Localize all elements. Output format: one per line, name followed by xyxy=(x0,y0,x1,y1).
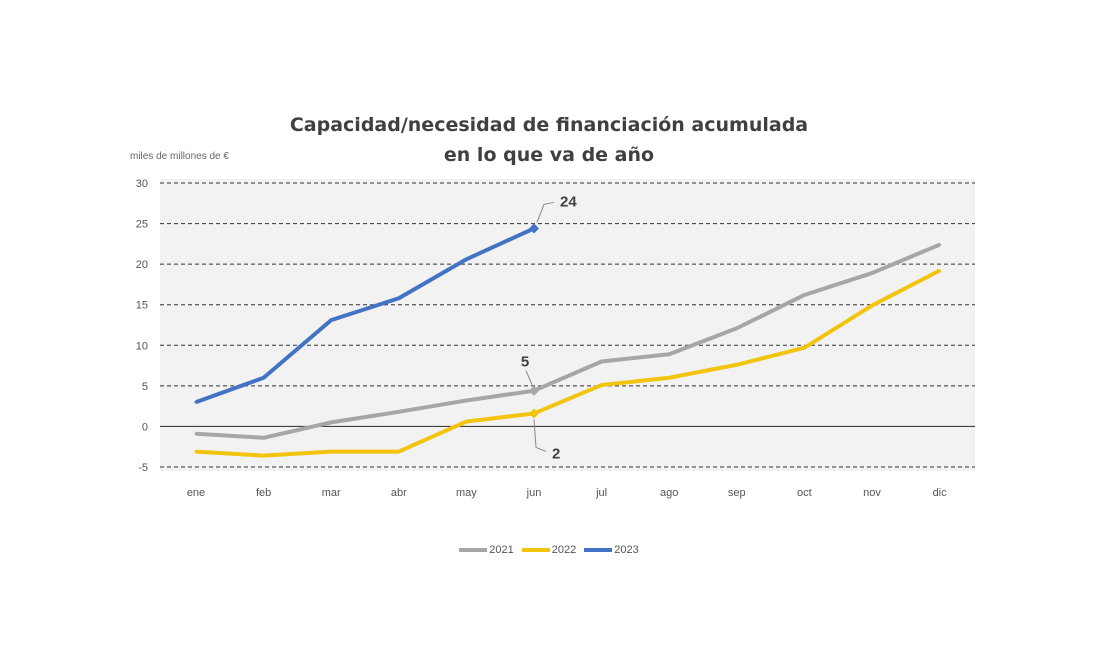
y-tick-label: 30 xyxy=(136,178,148,190)
y-tick-label: 25 xyxy=(136,219,148,231)
y-tick-label: 20 xyxy=(136,259,148,271)
data-point-2021 xyxy=(667,352,671,356)
data-point-2023 xyxy=(397,296,401,300)
x-tick-label: nov xyxy=(863,487,881,499)
legend-item-2023: 2023 xyxy=(584,544,639,556)
legend-item-2021: 2021 xyxy=(459,544,514,556)
annotation-leader xyxy=(525,370,533,385)
data-point-2023 xyxy=(464,257,468,261)
data-point-2022 xyxy=(397,450,401,454)
x-tick-label: jun xyxy=(526,487,542,499)
x-tick-label: dic xyxy=(933,487,948,499)
data-point-2022 xyxy=(600,383,604,387)
y-tick-label: 5 xyxy=(142,381,148,393)
series-line-2022 xyxy=(195,268,941,458)
data-point-2022 xyxy=(870,304,874,308)
data-point-2021 xyxy=(870,271,874,275)
plot-area xyxy=(160,179,975,471)
data-point-2021 xyxy=(464,398,468,402)
x-tick-label: jul xyxy=(595,487,607,499)
data-point-2021 xyxy=(329,420,333,424)
data-point-2022 xyxy=(802,346,806,350)
data-point-2022 xyxy=(262,454,266,458)
data-point-2021 xyxy=(802,293,806,297)
x-tick-label: oct xyxy=(797,487,812,499)
annotation-leader xyxy=(533,419,547,452)
x-tick-label: may xyxy=(456,487,477,499)
data-point-2021 xyxy=(262,436,266,440)
data-point-2021 xyxy=(600,360,604,364)
data-point-2022 xyxy=(667,376,671,380)
data-point-2022 xyxy=(194,450,198,454)
legend-swatch xyxy=(459,548,488,552)
data-point-2022 xyxy=(464,420,468,424)
legend-label: 2023 xyxy=(614,544,639,556)
data-point-2022 xyxy=(938,269,942,273)
x-tick-label: mar xyxy=(322,487,341,499)
y-tick-label: 0 xyxy=(142,421,148,433)
marker-2022 xyxy=(529,408,539,419)
y-tick-label: -5 xyxy=(138,462,148,474)
legend-item-2022: 2022 xyxy=(521,544,577,556)
data-point-2022 xyxy=(329,450,333,454)
y-tick-label: 15 xyxy=(136,300,148,312)
data-point-2021 xyxy=(397,410,401,414)
legend-label: 2021 xyxy=(489,544,514,556)
data-point-2023 xyxy=(194,400,198,404)
data-point-2023 xyxy=(329,318,333,322)
legend: 2021 2022 2023 xyxy=(0,544,1098,556)
x-tick-label: ago xyxy=(660,487,678,499)
annotation-leader xyxy=(536,201,555,223)
y-tick-label: 10 xyxy=(136,340,148,352)
data-label-2022: 2 xyxy=(552,445,560,462)
chart-title-line-2: en lo que va de año xyxy=(443,144,655,166)
data-point-2021 xyxy=(194,432,198,436)
data-point-2021 xyxy=(735,326,739,330)
legend-swatch xyxy=(521,548,550,552)
x-tick-label: feb xyxy=(256,487,271,499)
legend-label: 2022 xyxy=(551,544,577,556)
y-axis-label: miles de millones de € xyxy=(130,151,229,162)
x-tick-label: abr xyxy=(391,487,407,499)
data-point-2022 xyxy=(735,363,739,367)
data-label-2023: 24 xyxy=(560,193,577,210)
series-line-2021 xyxy=(195,242,941,440)
x-tick-label: sep xyxy=(728,487,746,499)
marker-2021 xyxy=(529,385,539,396)
x-tick-label: ene xyxy=(187,487,205,499)
series-line-2023 xyxy=(195,226,535,404)
data-label-2021: 5 xyxy=(521,354,529,371)
data-point-2021 xyxy=(938,243,942,247)
marker-2023 xyxy=(529,223,539,234)
legend-swatch xyxy=(584,548,613,552)
data-point-2023 xyxy=(262,376,266,380)
chart-title-line-1: Capacidad/necesidad de financiación acum… xyxy=(289,114,809,136)
